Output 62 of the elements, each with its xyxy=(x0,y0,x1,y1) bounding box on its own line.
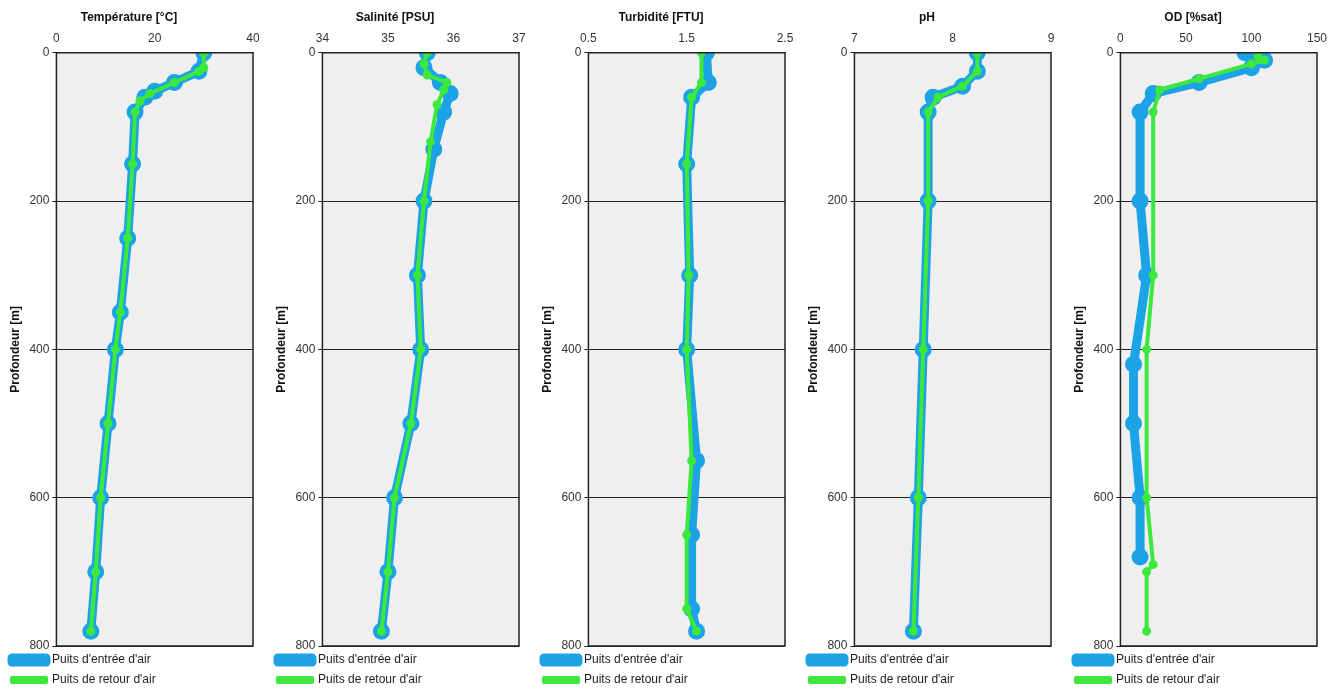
chart-title: pH xyxy=(919,9,935,24)
y-axis-title: Profondeur [m] xyxy=(1071,306,1086,393)
x-tick-label: 0 xyxy=(1117,30,1125,45)
y-axis-title: Profondeur [m] xyxy=(539,306,554,393)
legend-label: Puits de retour d'air xyxy=(1116,672,1220,687)
y-tick-label: 0 xyxy=(1106,45,1114,60)
x-tick-label: 9 xyxy=(1047,30,1055,45)
y-tick-label: 800 xyxy=(561,638,582,653)
y-tick-label: 200 xyxy=(295,193,316,208)
x-tick-label: 7 xyxy=(851,30,859,45)
y-tick-label: 400 xyxy=(561,341,582,356)
y-tick-label: 200 xyxy=(827,193,848,208)
x-tick-label: 150 xyxy=(1306,30,1328,45)
legend-label: Puits d'entrée d'air xyxy=(850,652,949,667)
y-tick-label: 200 xyxy=(561,193,582,208)
legend-label: Puits de retour d'air xyxy=(850,672,954,687)
legend-label: Puits d'entrée d'air xyxy=(1116,652,1215,667)
legend-label: Puits de retour d'air xyxy=(318,672,422,687)
legend-label: Puits de retour d'air xyxy=(584,672,688,687)
y-tick-label: 0 xyxy=(574,45,582,60)
y-tick-label: 0 xyxy=(308,45,316,60)
chart-title: Température [°C] xyxy=(80,9,178,24)
y-axis-title: Profondeur [m] xyxy=(273,306,288,393)
x-tick-label: 1.5 xyxy=(678,30,696,45)
x-tick-label: 40 xyxy=(246,30,260,45)
x-tick-label: 8 xyxy=(949,30,957,45)
y-tick-label: 600 xyxy=(295,490,316,505)
x-tick-label: 0.5 xyxy=(580,30,598,45)
y-tick-label: 200 xyxy=(1093,193,1114,208)
x-tick-label: 20 xyxy=(148,30,162,45)
x-tick-label: 50 xyxy=(1179,30,1193,45)
x-tick-label: 100 xyxy=(1241,30,1262,45)
chart-title: OD [%sat] xyxy=(1164,9,1222,24)
y-tick-label: 800 xyxy=(827,638,848,653)
y-tick-label: 400 xyxy=(827,341,848,356)
y-tick-label: 0 xyxy=(840,45,848,60)
y-tick-label: 800 xyxy=(29,638,50,653)
y-axis-title: Profondeur [m] xyxy=(7,306,22,393)
legend-label: Puits de retour d'air xyxy=(52,672,156,687)
x-tick-label: 0 xyxy=(53,30,61,45)
y-tick-label: 400 xyxy=(295,341,316,356)
y-tick-label: 400 xyxy=(29,341,50,356)
legend-label: Puits d'entrée d'air xyxy=(318,652,417,667)
x-tick-label: 37 xyxy=(512,30,526,45)
chart-title: Turbidité [FTU] xyxy=(618,9,704,24)
x-tick-label: 36 xyxy=(446,30,461,45)
chart-title: Salinité [PSU] xyxy=(355,9,435,24)
y-tick-label: 600 xyxy=(1093,490,1114,505)
y-tick-label: 600 xyxy=(561,490,582,505)
legend-label: Puits d'entrée d'air xyxy=(52,652,151,667)
y-tick-label: 800 xyxy=(295,638,316,653)
y-tick-label: 800 xyxy=(1093,638,1114,653)
y-tick-label: 400 xyxy=(1093,341,1114,356)
y-tick-label: 0 xyxy=(42,45,50,60)
x-tick-label: 2.5 xyxy=(776,30,794,45)
y-tick-label: 600 xyxy=(827,490,848,505)
x-tick-label: 34 xyxy=(315,30,330,45)
y-tick-label: 200 xyxy=(29,193,50,208)
x-tick-label: 35 xyxy=(381,30,395,45)
y-tick-label: 600 xyxy=(29,490,50,505)
legend-label: Puits d'entrée d'air xyxy=(584,652,683,667)
y-axis-title: Profondeur [m] xyxy=(805,306,820,393)
